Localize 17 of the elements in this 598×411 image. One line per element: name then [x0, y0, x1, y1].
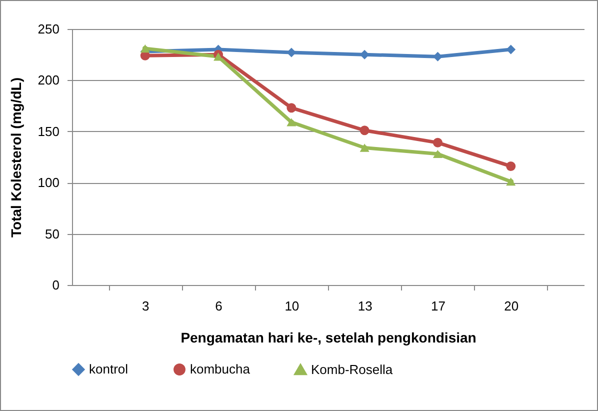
- legend-label: kontrol: [89, 362, 128, 377]
- legend-label: kombucha: [190, 362, 251, 377]
- y-tick-label: 100: [38, 175, 60, 190]
- y-axis-title: Total Kolesterol (mg/dL): [8, 78, 24, 238]
- y-tick-label: 200: [38, 72, 60, 88]
- y-tick-label: 0: [52, 278, 60, 292]
- y-tick-label: 50: [45, 226, 60, 242]
- y-tick-label: 150: [38, 124, 60, 139]
- x-tick-label: 6: [215, 298, 222, 314]
- x-tick-label: 3: [142, 298, 150, 314]
- legend-label: Komb-Rosella: [311, 362, 394, 377]
- x-tick-label: 10: [284, 298, 300, 314]
- x-tick-label: 17: [430, 298, 446, 314]
- x-tick-label: 13: [358, 298, 372, 314]
- x-tick-label: 20: [504, 298, 519, 314]
- y-tick-label: 250: [38, 22, 60, 36]
- x-axis-title: Pengamatan hari ke-, setelah pengkondisian: [180, 330, 476, 346]
